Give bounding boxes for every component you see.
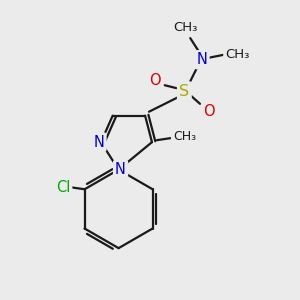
Text: O: O — [203, 104, 215, 119]
Text: CH₃: CH₃ — [173, 130, 196, 143]
Text: S: S — [179, 84, 189, 99]
Text: CH₃: CH₃ — [173, 21, 197, 34]
Text: N: N — [115, 162, 126, 177]
Text: O: O — [149, 73, 161, 88]
Text: N: N — [196, 52, 208, 67]
Text: Cl: Cl — [56, 180, 70, 195]
Text: CH₃: CH₃ — [225, 48, 250, 61]
Text: N: N — [94, 135, 104, 150]
